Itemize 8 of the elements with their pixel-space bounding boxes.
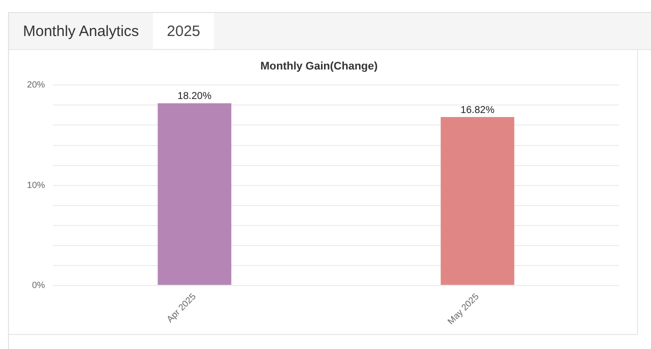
y-tick-label: 20% [27,80,46,90]
text: Monthly Analytics [22,22,140,42]
data-label: 18.20% [178,90,212,102]
data-label: 16.82% [460,104,495,116]
chart-title: Monthly Gain(Change) [260,60,378,73]
y-tick-label: 10% [27,180,46,190]
y-tick-label: 0% [32,280,46,290]
text: 2025 [152,13,214,49]
